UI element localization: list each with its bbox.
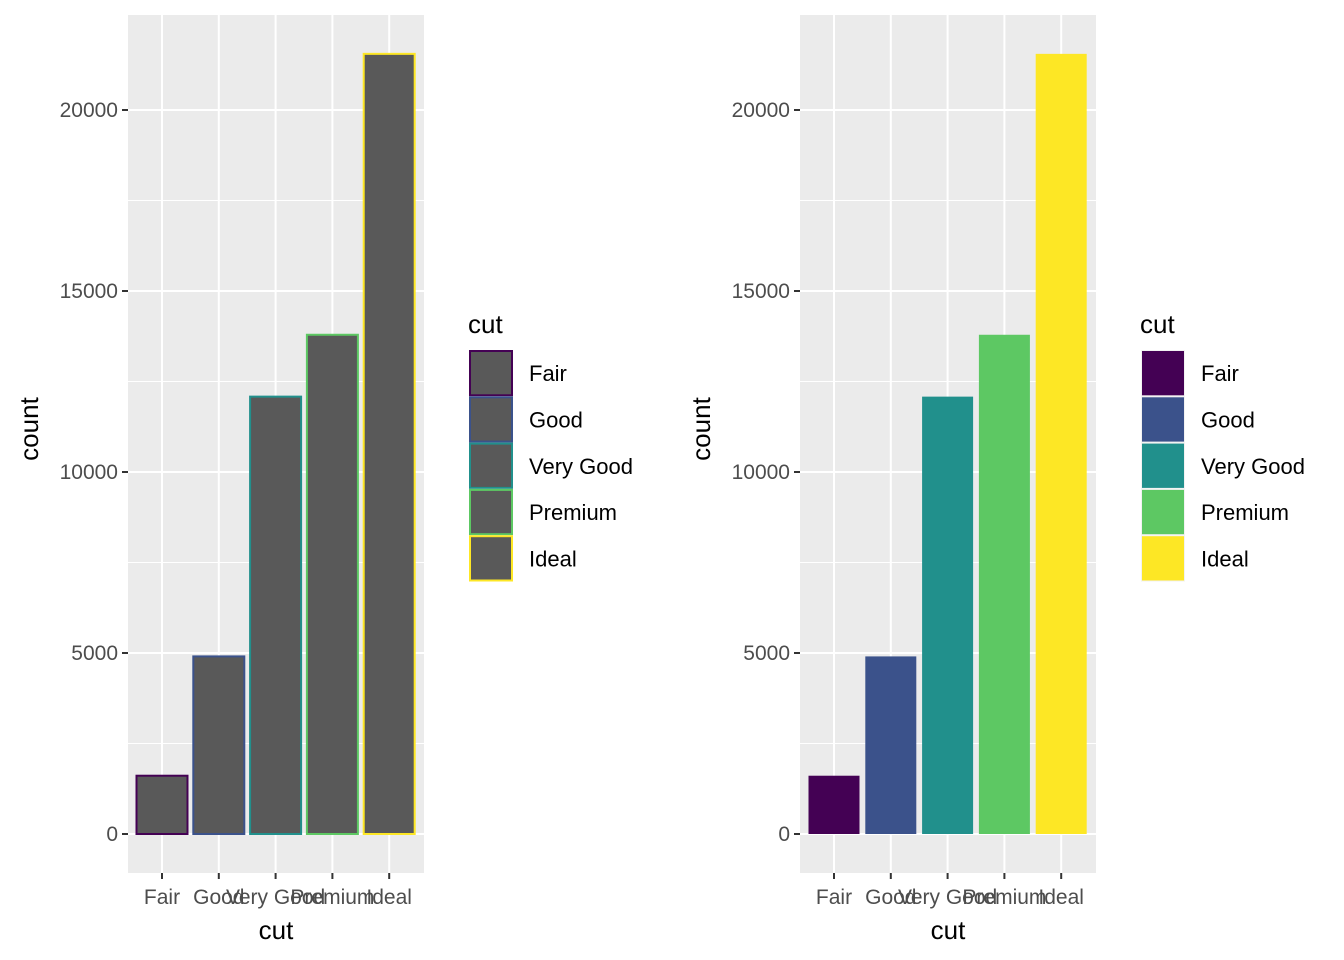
legend-swatch-ideal bbox=[469, 535, 513, 582]
legend-label: Good bbox=[1201, 407, 1255, 432]
legend-swatch-ideal bbox=[1142, 536, 1184, 581]
legend-title: cut bbox=[468, 309, 503, 339]
x-tick-label: Premium bbox=[962, 886, 1046, 909]
bar-very-good bbox=[922, 396, 974, 834]
legend-swatch-very-good bbox=[1142, 443, 1184, 488]
legend: cut Fair Good Very Good Premium Ideal bbox=[1140, 309, 1305, 582]
x-tick-label: Fair bbox=[816, 886, 852, 909]
bar-ideal bbox=[362, 52, 416, 835]
x-tick-label: Very Good bbox=[226, 886, 325, 909]
x-tick-label: Good bbox=[193, 886, 244, 909]
bar-very-good bbox=[249, 395, 303, 835]
y-tick-label: 5000 bbox=[71, 642, 118, 665]
legend-label: Fair bbox=[1201, 361, 1239, 386]
legend-label: Good bbox=[529, 407, 583, 432]
legend-label: Fair bbox=[529, 361, 567, 386]
legend-swatch-premium bbox=[1142, 489, 1184, 535]
bar-fair bbox=[135, 774, 189, 836]
y-tick-label: 15000 bbox=[732, 280, 790, 303]
x-tick-label: Good bbox=[865, 886, 916, 909]
x-axis-title: cut bbox=[259, 915, 294, 945]
legend-label: Premium bbox=[529, 500, 617, 525]
y-tick-label: 10000 bbox=[60, 461, 118, 484]
bar-good bbox=[865, 656, 917, 834]
legend: cut Fair Good Very Good Premium Ideal bbox=[468, 309, 633, 582]
legend-swatch-fair bbox=[1142, 351, 1184, 396]
y-axis-title: count bbox=[686, 396, 716, 460]
legend-swatch-good bbox=[1142, 397, 1184, 442]
legend-title: cut bbox=[1140, 309, 1175, 339]
legend-swatch-premium bbox=[469, 488, 513, 536]
bar-premium bbox=[305, 333, 359, 835]
legend-swatch-very-good bbox=[469, 442, 513, 489]
bar-fair bbox=[808, 775, 860, 834]
y-tick-label: 0 bbox=[106, 823, 118, 846]
legend-label: Very Good bbox=[1201, 454, 1305, 479]
x-tick-label: Very Good bbox=[898, 886, 997, 909]
y-tick-label: 20000 bbox=[732, 99, 790, 122]
y-tick-label: 15000 bbox=[60, 280, 118, 303]
legend-label: Ideal bbox=[529, 546, 577, 571]
legend-swatch-fair bbox=[469, 350, 513, 397]
x-tick-label: Fair bbox=[144, 886, 180, 909]
legend-label: Premium bbox=[1201, 500, 1289, 525]
x-tick-label: Ideal bbox=[366, 886, 412, 909]
legend-label: Ideal bbox=[1201, 546, 1249, 571]
x-tick-label: Ideal bbox=[1038, 886, 1084, 909]
legend-swatch-good bbox=[469, 396, 513, 443]
bar-good bbox=[192, 655, 246, 835]
legend-label: Very Good bbox=[529, 454, 633, 479]
bar-premium bbox=[978, 334, 1030, 834]
y-axis-title: count bbox=[14, 396, 44, 460]
y-tick-label: 20000 bbox=[60, 99, 118, 122]
y-tick-label: 5000 bbox=[743, 642, 790, 665]
y-tick-label: 10000 bbox=[732, 461, 790, 484]
bar-ideal bbox=[1035, 53, 1087, 834]
x-tick-label: Premium bbox=[290, 886, 374, 909]
y-tick-label: 0 bbox=[778, 823, 790, 846]
x-axis-title: cut bbox=[931, 915, 966, 945]
